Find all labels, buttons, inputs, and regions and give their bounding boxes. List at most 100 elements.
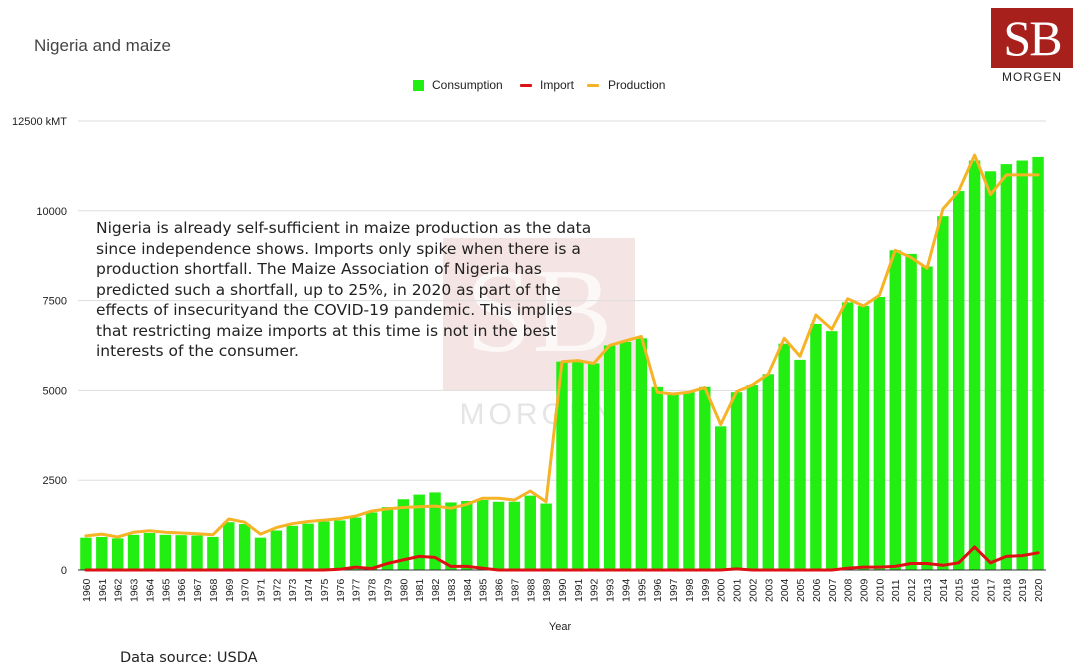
x-tick-label: 2009 [859, 578, 871, 602]
x-tick-label: 2008 [843, 578, 855, 602]
x-tick-label: 1982 [430, 578, 442, 602]
x-tick-label: 2006 [811, 578, 823, 602]
x-tick-label: 1990 [557, 578, 569, 602]
bar-consumption [461, 501, 473, 570]
x-tick-label: 2001 [732, 578, 744, 602]
bar-consumption [254, 537, 267, 570]
x-tick-label: 2014 [938, 578, 950, 602]
bar-consumption [968, 160, 981, 570]
bar-consumption [349, 517, 362, 570]
x-tick-label: 1971 [255, 578, 267, 602]
x-tick-label: 1988 [525, 578, 537, 602]
bar-consumption [857, 305, 870, 570]
x-tick-label: 2011 [890, 579, 902, 602]
bar-consumption [397, 499, 410, 570]
x-tick-label: 1986 [494, 578, 506, 602]
brand-logo: SB [991, 8, 1073, 68]
legend-swatch-import [520, 84, 532, 87]
bar-consumption [746, 385, 759, 570]
bar-consumption [238, 524, 251, 570]
x-tick-label: 1985 [478, 578, 490, 602]
x-axis-title: Year [549, 621, 572, 633]
x-tick-label: 1979 [382, 578, 394, 602]
bar-consumption [889, 250, 901, 570]
x-tick-label: 1996 [652, 578, 664, 602]
x-tick-label: 1965 [160, 578, 172, 602]
bar-consumption [635, 338, 648, 570]
x-tick-label: 1975 [319, 578, 331, 602]
x-tick-label: 1967 [192, 578, 204, 602]
y-tick-label: 7500 [43, 296, 67, 308]
x-tick-label: 1966 [176, 578, 188, 602]
x-tick-label: 1981 [414, 578, 426, 602]
x-tick-label: 1969 [224, 578, 236, 602]
bar-consumption [207, 536, 219, 570]
bar-consumption [286, 525, 298, 570]
bar-consumption [556, 361, 568, 570]
bar-consumption [699, 386, 711, 570]
x-tick-label: 1997 [668, 578, 680, 602]
chart-annotation: Nigeria is already self-sufficient in ma… [96, 219, 592, 360]
x-tick-label: 1983 [446, 578, 458, 602]
bar-consumption [651, 386, 663, 570]
bar-consumption [508, 501, 521, 570]
bar-consumption [381, 507, 394, 570]
bar-consumption [318, 521, 330, 570]
bar-consumption [572, 361, 584, 570]
bar-consumption [223, 522, 235, 570]
bar-consumption [937, 216, 949, 571]
y-tick-label: 2500 [43, 475, 67, 487]
bar-consumption [730, 392, 743, 570]
x-tick-label: 2018 [1001, 578, 1013, 602]
bar-consumption [841, 302, 854, 570]
y-tick-label: 5000 [43, 385, 67, 397]
bar-consumption [762, 374, 775, 570]
x-tick-label: 1962 [113, 578, 125, 602]
y-tick-label: 12500 kMT [12, 116, 67, 128]
x-tick-label: 1977 [351, 578, 363, 602]
bar-consumption [445, 502, 457, 570]
x-tick-label: 2016 [970, 578, 982, 602]
x-tick-label: 1989 [541, 578, 553, 602]
x-tick-label: 1960 [81, 578, 93, 602]
bar-consumption [96, 536, 108, 570]
bar-consumption [80, 537, 92, 570]
data-source-note: Data source: USDA [120, 650, 258, 666]
bar-consumption [778, 343, 790, 570]
x-tick-label: 1963 [129, 578, 141, 602]
logo-initials: SB [1003, 10, 1062, 66]
bar-consumption [159, 534, 171, 570]
x-tick-label: 2020 [1033, 578, 1045, 602]
legend-label-consumption: Consumption [432, 78, 503, 92]
x-tick-label: 2013 [922, 578, 934, 602]
legend-label-production: Production [608, 78, 666, 92]
x-tick-label: 2019 [1017, 578, 1029, 602]
legend-label-import: Import [540, 78, 575, 92]
x-tick-label: 1999 [700, 578, 712, 602]
bar-consumption [302, 523, 314, 570]
bar-consumption [794, 359, 806, 570]
bar-consumption [826, 331, 838, 570]
x-tick-label: 1984 [462, 578, 474, 602]
y-tick-label: 10000 [36, 206, 67, 218]
watermark-logo: SB [443, 238, 635, 390]
x-tick-label: 1994 [620, 578, 632, 602]
x-tick-label: 1970 [240, 578, 252, 602]
bar-consumption [413, 494, 425, 570]
x-tick-label: 2004 [779, 578, 791, 602]
x-tick-label: 1992 [589, 578, 601, 602]
bar-consumption [540, 503, 552, 570]
bar-consumption [714, 426, 727, 570]
x-tick-label: 1972 [271, 578, 283, 602]
bar-consumption [873, 297, 886, 570]
x-tick-label: 1991 [573, 578, 585, 602]
bar-consumption [984, 171, 997, 570]
bar-consumption [603, 345, 616, 570]
bar-consumption [619, 341, 632, 570]
bar-consumption [921, 266, 933, 570]
bar-consumption [476, 499, 489, 570]
watermark-initials: SB [465, 244, 613, 377]
x-tick-label: 2007 [827, 578, 839, 602]
bar-consumption [588, 363, 600, 570]
